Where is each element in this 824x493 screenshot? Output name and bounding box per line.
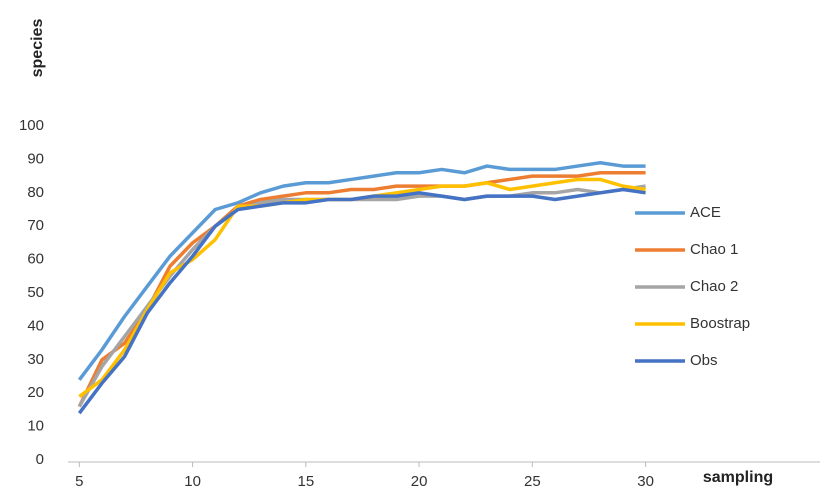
y-tick-label: 40: [27, 317, 44, 334]
legend-label: Boostrap: [690, 315, 750, 332]
y-axis-title: species: [29, 19, 46, 78]
legend-label: ACE: [690, 204, 721, 221]
y-tick-label: 70: [27, 217, 44, 234]
legend-label: Obs: [690, 352, 718, 369]
series-line: [77, 160, 646, 381]
x-tick-label: 30: [637, 473, 654, 490]
y-tick-label: 0: [36, 451, 44, 468]
y-tick-label: 30: [27, 351, 44, 368]
y-tick-label: 60: [27, 251, 44, 268]
y-tick-label: 50: [27, 284, 44, 301]
y-tick-label: 80: [27, 184, 44, 201]
legend-label: Chao 2: [690, 278, 738, 295]
x-tick-label: 20: [411, 473, 428, 490]
y-tick-label: 100: [19, 117, 44, 134]
y-tick-label: 20: [27, 384, 44, 401]
y-tick-label: 10: [27, 418, 44, 435]
x-tick-label: 10: [184, 473, 201, 490]
x-tick-label: 5: [75, 473, 83, 490]
series-line: [77, 171, 646, 408]
x-tick-label: 25: [524, 473, 541, 490]
x-tick-label: 15: [297, 473, 314, 490]
series-line: [77, 187, 646, 415]
x-axis-title: sampling: [703, 469, 773, 486]
y-tick-label: 90: [27, 150, 44, 167]
series-line: [77, 184, 646, 408]
legend-label: Chao 1: [690, 241, 738, 258]
